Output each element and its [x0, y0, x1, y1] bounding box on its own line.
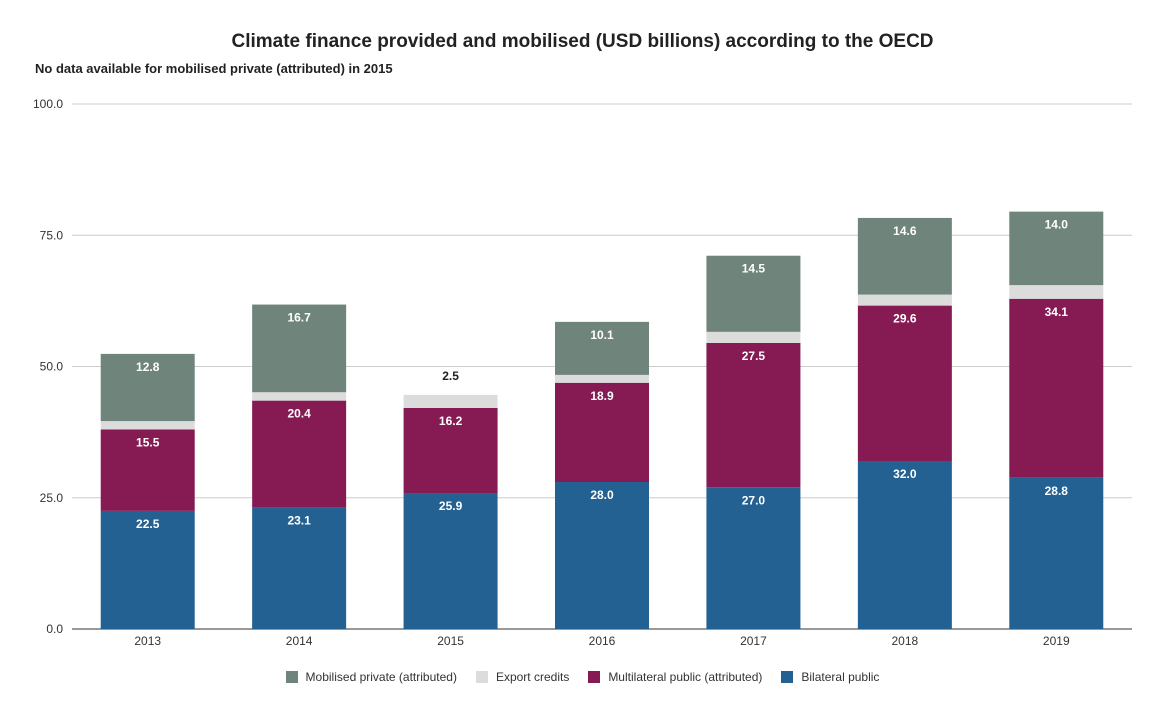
legend-item: Export credits	[475, 670, 570, 684]
bar-segment	[1009, 285, 1104, 299]
x-tick-label: 2014	[286, 634, 313, 648]
bar-segment	[706, 342, 801, 488]
bar-segment	[100, 429, 195, 511]
legend-label: Multilateral public (attributed)	[608, 670, 763, 684]
data-label: 14.5	[742, 262, 766, 276]
bar-segment	[857, 305, 952, 461]
y-tick-label: 25.0	[40, 491, 64, 505]
data-label: 16.7	[287, 311, 311, 325]
bar-segment	[252, 507, 347, 629]
bar-segment	[1009, 477, 1104, 629]
data-label: 32.0	[893, 467, 917, 481]
data-label: 27.5	[742, 349, 766, 363]
bar-segment	[555, 482, 649, 629]
bar-segment	[403, 407, 498, 494]
y-tick-label: 100.0	[33, 97, 63, 111]
data-label: 34.1	[1045, 305, 1069, 319]
x-tick-label: 2016	[589, 634, 616, 648]
stacked-bar-chart: 0.025.050.075.0100.022.515.51.612.820132…	[33, 97, 1132, 648]
data-label: 23.1	[287, 514, 311, 528]
data-label: 28.0	[590, 488, 614, 502]
bar-segment	[857, 461, 952, 629]
bar-segment	[555, 382, 649, 482]
y-tick-label: 50.0	[40, 360, 64, 374]
legend-label: Bilateral public	[801, 670, 880, 684]
x-tick-label: 2017	[740, 634, 767, 648]
data-label: 10.1	[590, 328, 614, 342]
legend-item: Multilateral public (attributed)	[588, 670, 762, 684]
bar-segment	[1009, 298, 1104, 478]
bar-segment	[857, 294, 952, 306]
x-tick-label: 2015	[437, 634, 464, 648]
bar-segment	[555, 374, 649, 383]
bar-segment	[100, 421, 195, 430]
bar-segment	[857, 217, 952, 295]
legend-item: Mobilised private (attributed)	[285, 670, 457, 684]
data-label: 28.8	[1045, 484, 1069, 498]
x-tick-label: 2013	[134, 634, 161, 648]
data-label: 18.9	[590, 389, 614, 403]
data-label: 22.5	[136, 517, 160, 531]
data-label: 14.0	[1045, 218, 1069, 232]
legend-swatch	[285, 671, 298, 683]
bar-segment	[252, 392, 347, 401]
y-tick-label: 0.0	[46, 622, 63, 636]
bar-segment	[100, 510, 195, 629]
bar-segment	[706, 255, 801, 332]
y-tick-label: 75.0	[40, 228, 64, 242]
bar-segment	[1009, 211, 1104, 286]
data-label: 27.0	[742, 493, 766, 507]
bar-segment	[555, 321, 649, 375]
data-label: 14.6	[893, 224, 917, 238]
data-label: 15.5	[136, 436, 160, 450]
bar-segment	[100, 353, 195, 422]
chart-legend: Mobilised private (attributed) Export cre…	[0, 670, 1155, 684]
legend-item: Bilateral public	[781, 670, 879, 684]
data-label: 20.4	[287, 407, 311, 421]
data-label: 2.5	[442, 369, 459, 383]
data-label: 25.9	[439, 499, 463, 513]
x-tick-label: 2018	[892, 634, 919, 648]
legend-swatch	[588, 671, 601, 683]
data-label: 29.6	[893, 312, 917, 326]
x-tick-label: 2019	[1043, 634, 1070, 648]
data-label: 12.8	[136, 360, 160, 374]
data-label: 16.2	[439, 414, 463, 428]
bar-segment	[706, 331, 801, 343]
bar-segment	[403, 493, 498, 629]
legend-label: Mobilised private (attributed)	[305, 670, 457, 684]
bar-segment	[252, 400, 347, 508]
chart-subtitle: No data available for mobilised private …	[35, 61, 393, 76]
legend-swatch	[475, 671, 488, 683]
bar-segment	[252, 304, 347, 393]
bar-segment	[706, 487, 801, 629]
chart-title: Climate finance provided and mobilised (…	[231, 31, 934, 52]
bar-segment	[403, 394, 498, 408]
legend-swatch	[781, 671, 794, 683]
legend-label: Export credits	[495, 670, 570, 684]
